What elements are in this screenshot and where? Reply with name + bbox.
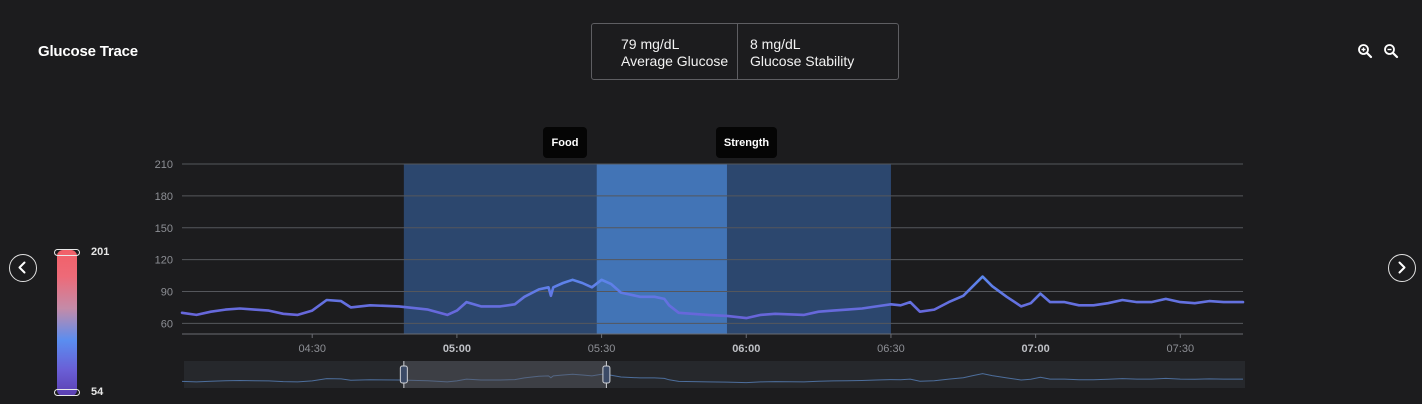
- average-glucose-label: Average Glucose: [621, 53, 729, 69]
- glucose-stability-value: 8 mg/dL: [750, 36, 801, 52]
- chevron-left-icon: [18, 261, 26, 274]
- x-tick-label: 07:00: [1022, 343, 1050, 355]
- zoom-out-icon: [1384, 44, 1399, 59]
- food-event-band: [596, 164, 727, 334]
- y-tick-label: 150: [155, 223, 173, 235]
- chevron-right-icon: [1398, 261, 1406, 274]
- legend-max-label: 201: [91, 246, 110, 258]
- zoom-out-button[interactable]: [1383, 43, 1399, 59]
- event-tag-strength[interactable]: Strength: [716, 127, 777, 158]
- y-tick-label: 180: [155, 191, 173, 203]
- x-tick-label: 05:00: [443, 343, 471, 355]
- event-tag-food[interactable]: Food: [543, 127, 587, 158]
- navigator-handle-left[interactable]: [399, 361, 408, 388]
- navigator-handle-right[interactable]: [602, 361, 611, 388]
- legend-bottom-cap: [54, 389, 80, 396]
- stats-summary: 79 mg/dL Average Glucose 8 mg/dL Glucose…: [591, 23, 899, 80]
- y-tick-label: 60: [161, 318, 173, 330]
- x-tick-label: 07:30: [1167, 343, 1195, 355]
- zoom-in-button[interactable]: [1357, 43, 1373, 59]
- glucose-color-scale: [57, 250, 77, 396]
- x-tick-label: 05:30: [588, 343, 616, 355]
- average-glucose-value: 79 mg/dL: [621, 36, 680, 52]
- navigator-window: [403, 361, 607, 388]
- navigator-track: [184, 361, 1245, 388]
- y-tick-label: 210: [155, 159, 173, 171]
- x-tick-label: 04:30: [298, 343, 326, 355]
- legend-min-label: 54: [91, 386, 104, 398]
- previous-button[interactable]: [9, 254, 37, 282]
- glucose-series-line: [180, 275, 1245, 320]
- next-button[interactable]: [1388, 254, 1416, 282]
- glucose-stability-label: Glucose Stability: [750, 53, 855, 69]
- y-tick-label: 120: [155, 255, 173, 267]
- zoom-in-icon: [1358, 44, 1373, 59]
- average-glucose-stat: 79 mg/dL Average Glucose: [592, 24, 738, 79]
- legend-top-cap: [54, 249, 80, 256]
- x-tick-label: 06:30: [877, 343, 905, 355]
- x-tick-label: 06:00: [732, 343, 760, 355]
- page-title: Glucose Trace: [38, 43, 138, 60]
- navigator-preview-line: [181, 373, 1243, 384]
- y-tick-label: 90: [161, 287, 173, 299]
- glucose-stability-stat: 8 mg/dL Glucose Stability: [738, 24, 854, 79]
